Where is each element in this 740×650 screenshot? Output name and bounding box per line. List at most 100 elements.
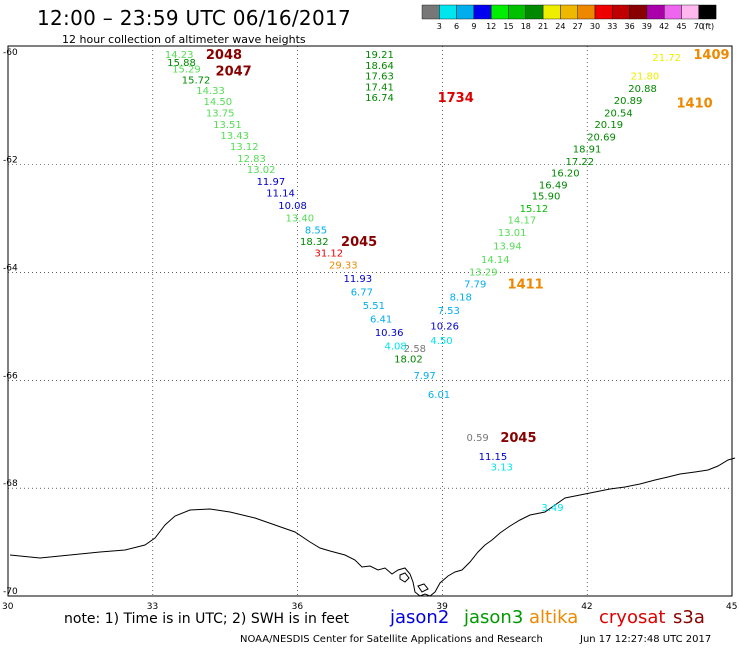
- credit-line: NOAA/NESDIS Center for Satellite Applica…: [240, 634, 543, 645]
- legend-tick-label: 15: [503, 22, 513, 31]
- legend-swatch: [594, 4, 613, 20]
- wave-height-value: 13.40: [286, 213, 315, 224]
- legend-tick-label: 70: [694, 22, 704, 31]
- longitude-tick-label: 33: [147, 602, 158, 612]
- legend-swatch: [542, 4, 561, 20]
- wave-height-value: 14.50: [203, 97, 232, 108]
- wave-height-value: 11.97: [257, 177, 286, 188]
- legend-tick-label: 6: [454, 22, 459, 31]
- legend-tick-label: 21: [538, 22, 548, 31]
- legend-swatch: [629, 4, 648, 20]
- longitude-tick-label: 36: [292, 602, 304, 612]
- wave-height-value: 20.88: [628, 84, 657, 95]
- wave-height-value: 21.72: [652, 53, 681, 64]
- legend-tick-label: 45: [676, 22, 686, 31]
- wave-height-value: 13.01: [498, 228, 527, 239]
- wave-height-value: 14.23: [165, 50, 194, 61]
- coast-island: [399, 572, 410, 583]
- longitude-tick-label: 45: [726, 602, 737, 612]
- pass-time-label: 1734: [438, 91, 474, 106]
- legend-swatch: [577, 4, 596, 20]
- pass-time-label: 2045: [341, 235, 377, 250]
- satellite-label-altika: altika: [529, 607, 579, 628]
- pass-time-label: 2047: [216, 64, 252, 79]
- wave-height-value: 13.51: [213, 120, 242, 131]
- wave-height-value: 19.21: [365, 50, 394, 61]
- wave-height-value: 13.02: [247, 165, 276, 176]
- legend-tick-label: 36: [625, 22, 635, 31]
- latitude-tick-label: -64: [3, 263, 18, 273]
- legend-tick-label: 12: [486, 22, 496, 31]
- wave-height-value: 5.51: [363, 301, 385, 312]
- wave-height-value: 4.08: [384, 341, 406, 352]
- wave-height-value: 16.49: [539, 181, 568, 192]
- wave-height-value: 7.53: [438, 306, 460, 317]
- wave-height-value: 16.74: [365, 93, 394, 104]
- wave-height-value: 17.63: [365, 72, 394, 83]
- legend-tick-label: 3: [437, 22, 442, 31]
- wave-height-value: 4.50: [430, 336, 452, 347]
- legend-swatch: [439, 4, 457, 20]
- latitude-tick-label: -62: [3, 156, 18, 166]
- wave-height-value: 2.58: [404, 344, 426, 355]
- wave-height-value: 18.64: [365, 61, 394, 72]
- satellite-label-s3a: s3a: [673, 607, 705, 628]
- legend-swatch: [456, 4, 475, 20]
- wave-height-value: 15.29: [172, 65, 201, 76]
- wave-height-value: 6.01: [428, 390, 450, 401]
- pass-time-label: 2048: [206, 48, 242, 63]
- legend-swatch: [473, 4, 492, 20]
- legend-swatch: [646, 4, 665, 20]
- legend-swatch: [508, 4, 526, 20]
- wave-height-value: 20.54: [604, 108, 633, 119]
- wave-height-value: 11.93: [343, 274, 372, 285]
- pass-time-label: 1411: [508, 277, 544, 292]
- map-title: 12:00 – 23:59 UTC 06/16/2017: [37, 6, 352, 30]
- wave-height-value: 6.77: [351, 287, 373, 298]
- generated-timestamp: Jun 17 12:27:48 UTC 2017: [580, 634, 712, 645]
- legend-swatch: [560, 4, 578, 20]
- wave-height-value: 21.80: [631, 72, 660, 83]
- wave-height-value: 16.20: [551, 169, 580, 180]
- wave-height-value: 3.49: [541, 503, 563, 514]
- latitude-tick-label: -68: [3, 479, 18, 489]
- legend-swatch: [421, 4, 440, 20]
- map-subtitle: 12 hour collection of altimeter wave hei…: [62, 33, 306, 46]
- wave-height-value: 31.12: [314, 249, 343, 260]
- wave-height-value: 15.12: [520, 204, 549, 215]
- wave-height-value: 6.41: [370, 314, 392, 325]
- wave-height-value: 14.33: [196, 86, 225, 97]
- legend-swatch: [681, 4, 699, 20]
- wave-height-value: 13.94: [493, 242, 522, 253]
- antarctic-coastline: [9, 457, 736, 597]
- wave-height-value: 10.26: [430, 321, 459, 332]
- wave-height-value: 13.43: [220, 131, 249, 142]
- wave-height-value: 14.14: [481, 255, 510, 266]
- wave-height-value: 15.90: [532, 191, 561, 202]
- wave-height-value: 13.29: [469, 267, 498, 278]
- legend-unit-label: (ft): [702, 22, 714, 31]
- legend-tick-label: 42: [659, 22, 669, 31]
- wave-height-value: 12.83: [237, 154, 266, 165]
- wave-height-value: 14.17: [508, 216, 537, 227]
- latitude-tick-label: -66: [3, 371, 18, 381]
- wave-height-value: 18.91: [573, 144, 602, 155]
- latitude-tick-label: -60: [3, 48, 18, 58]
- wave-height-value: 17.41: [365, 82, 394, 93]
- legend-tick-label: 9: [471, 22, 476, 31]
- satellite-label-jason3: jason3: [464, 607, 524, 628]
- legend-swatch: [525, 4, 544, 20]
- legend-tick-label: 24: [555, 22, 565, 31]
- wave-height-value: 8.55: [305, 225, 327, 236]
- wave-height-value: 20.89: [614, 96, 643, 107]
- legend-tick-label: 39: [642, 22, 652, 31]
- wave-height-value: 10.36: [375, 328, 404, 339]
- wave-height-value: 0.59: [467, 433, 489, 444]
- map-frame: [7, 45, 733, 597]
- coast-island: [417, 583, 429, 593]
- wave-height-value: 8.18: [450, 293, 472, 304]
- wave-height-value: 11.15: [479, 452, 508, 463]
- legend-swatch: [664, 4, 682, 20]
